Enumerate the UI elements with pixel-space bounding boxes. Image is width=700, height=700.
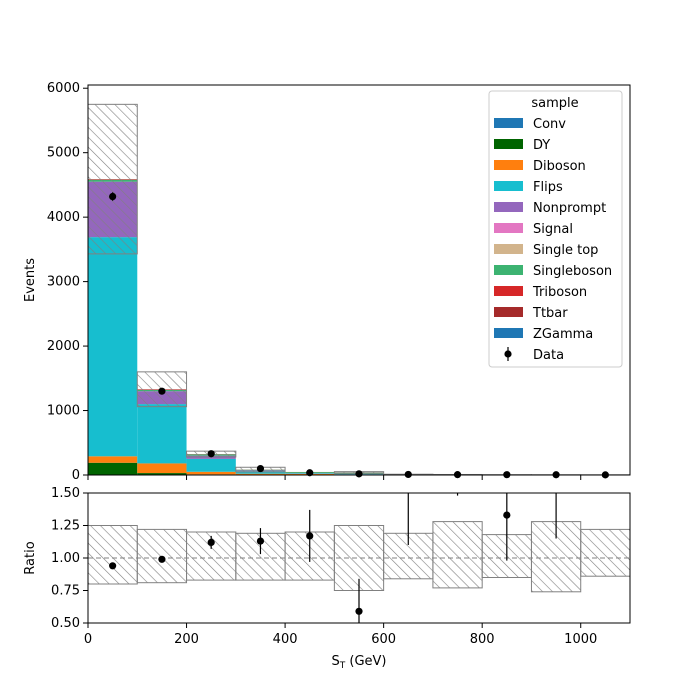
main-x-ticks	[87, 475, 582, 480]
main-y-tick-label-6: 6000	[47, 81, 80, 96]
ratio-panel: 0 200 400 600 800 1000 0.50 0.75 1.00 1.25 1.50 R…	[23, 486, 631, 671]
x-axis-label-main: S	[331, 654, 339, 669]
legend-label-dy: DY	[533, 138, 550, 153]
legend-swatch-singleboson	[494, 265, 523, 275]
bar-flips-bin-1	[137, 404, 187, 464]
ratio-y-tick-label-2: 1.00	[51, 551, 80, 566]
ratio-band-bin-5	[333, 525, 385, 591]
legend-label-flips: Flips	[533, 180, 563, 195]
ratio-x-tick-label-3: 600	[371, 632, 396, 647]
ratio-x-tick-label-1: 200	[174, 632, 199, 647]
main-y-ticks: 0 1000 2000 3000 4000 5000 6000	[47, 81, 88, 483]
legend-swatch-zgamma	[494, 328, 523, 338]
bar-diboson-bin-1	[137, 463, 187, 474]
legend-label-signal: Signal	[533, 222, 573, 237]
main-y-tick-label-5: 5000	[47, 146, 80, 161]
bar-diboson-bin-0	[88, 456, 138, 463]
main-panel: 0 1000 2000 3000 4000 5000 6000 Events	[23, 81, 631, 483]
ratio-y-tick-label-3: 1.25	[51, 519, 80, 534]
legend-label-single-top: Single top	[533, 243, 598, 258]
main-y-tick-label-4: 4000	[47, 210, 80, 225]
ratio-point-8	[503, 511, 511, 519]
data-point-1	[158, 387, 166, 395]
legend-swatch-triboson	[494, 286, 523, 296]
main-plot-frame	[87, 84, 631, 476]
legend-label-conv: Conv	[533, 117, 566, 132]
legend: sample Conv DY Diboson Flips Nonprompt Signal…	[488, 90, 623, 368]
legend-label-diboson: Diboson	[533, 159, 586, 174]
main-y-tick-label-2: 2000	[47, 339, 80, 354]
main-y-tick-label-0: 0	[72, 468, 80, 483]
legend-swatch-dy	[494, 139, 523, 149]
legend-swatch-diboson	[494, 160, 523, 170]
ratio-y-tick-label-1: 0.75	[51, 584, 80, 599]
legend-swatch-conv	[494, 118, 523, 128]
ratio-point-4	[306, 532, 314, 540]
legend-title: sample	[531, 96, 578, 111]
legend-label-data: Data	[533, 348, 564, 363]
legend-label-ttbar: Ttbar	[532, 306, 568, 321]
ratio-y-tick-label-0: 0.50	[51, 616, 80, 631]
ratio-x-tick-label-2: 400	[273, 632, 298, 647]
legend-swatch-nonprompt	[494, 202, 523, 212]
bar-dy-bin-0	[88, 462, 138, 475]
legend-swatch-signal	[494, 223, 523, 233]
legend-label-zgamma: ZGamma	[533, 327, 593, 342]
ratio-band-bin-10	[580, 528, 631, 577]
data-point-6	[404, 470, 412, 479]
bar-flips-bin-3	[235, 471, 286, 474]
ratio-band-bin-2	[186, 531, 237, 581]
ratio-y-ticks: 0.50 0.75 1.00 1.25 1.50	[51, 486, 88, 631]
ratio-x-tick-label-5: 1000	[564, 632, 597, 647]
bar-diboson-bin-3	[235, 473, 286, 475]
bar-flips-bin-0	[88, 237, 138, 457]
x-axis-label-rest: (GeV)	[345, 654, 386, 669]
ratio-point-2	[207, 538, 215, 547]
ratio-point-0	[109, 562, 117, 570]
main-y-tick-label-1: 1000	[47, 404, 80, 419]
legend-swatch-ttbar	[494, 307, 523, 317]
legend-data-marker	[504, 350, 512, 358]
legend-label-triboson: Triboson	[532, 285, 587, 300]
data-point-2	[207, 450, 215, 458]
legend-label-singleboson: Singleboson	[533, 264, 612, 279]
legend-label-nonprompt: Nonprompt	[533, 201, 606, 216]
ratio-x-ticks: 0 200 400 600 800 1000	[84, 623, 597, 647]
legend-items: Conv DY Diboson Flips Nonprompt Signal Single …	[494, 117, 612, 363]
ratio-x-tick-label-4: 800	[470, 632, 495, 647]
ratio-points	[109, 493, 557, 623]
ratio-x-tick-label-0: 0	[84, 632, 92, 647]
ratio-y-axis-label: Ratio	[23, 541, 38, 574]
ratio-point-5	[355, 607, 363, 615]
legend-swatch-flips	[494, 181, 523, 191]
data-point-3	[256, 464, 265, 473]
main-y-tick-label-3: 3000	[47, 275, 80, 290]
ratio-y-tick-label-4: 1.50	[51, 486, 80, 501]
data-point-5	[355, 470, 363, 478]
x-axis-label-sub: T	[339, 661, 346, 671]
x-axis-label: ST (GeV)	[331, 654, 386, 671]
data-point-0	[109, 192, 117, 201]
ratio-point-1	[158, 555, 166, 563]
legend-swatch-single-top	[494, 244, 523, 254]
ratio-point-3	[256, 537, 265, 545]
uncertainty-bin-0	[87, 103, 138, 255]
main-y-axis-label: Events	[23, 258, 38, 302]
bar-dy-bin-1	[137, 473, 187, 475]
ratio-band-bin-0	[87, 525, 138, 585]
bar-diboson-bin-2	[186, 471, 236, 475]
ratio-band-bin-7	[432, 521, 483, 589]
bar-flips-bin-2	[186, 458, 236, 472]
